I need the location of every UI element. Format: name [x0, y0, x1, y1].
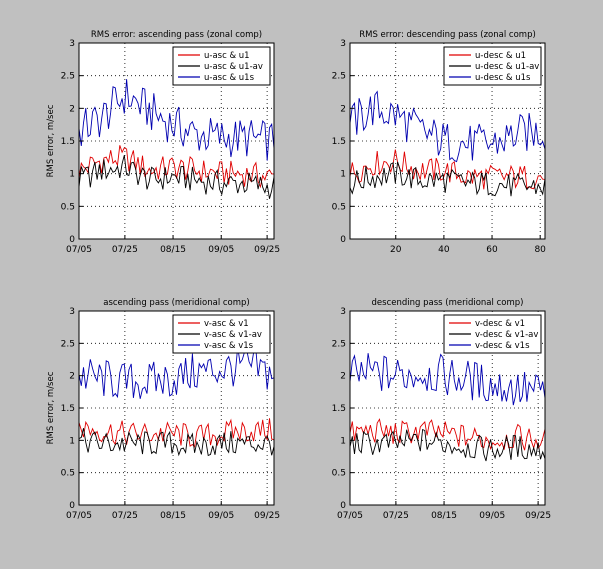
x-tick-label: 08/15 — [160, 245, 186, 255]
y-tick-label: 0.5 — [332, 469, 346, 479]
y-tick-label: 1 — [69, 170, 75, 180]
y-tick-label: 2.5 — [332, 339, 346, 349]
y-axis-label: RMS error, m/sec — [46, 371, 56, 444]
x-tick-label: 80 — [534, 245, 546, 255]
x-tick-label: 07/25 — [112, 511, 138, 521]
y-tick-label: 1.5 — [61, 404, 75, 414]
y-tick-label: 0 — [340, 501, 346, 511]
chart-title: RMS error: descending pass (zonal comp) — [359, 30, 536, 40]
y-tick-label: 2 — [340, 104, 346, 114]
x-tick-label: 08/15 — [431, 511, 457, 521]
series-line-3 — [78, 79, 275, 161]
y-tick-label: 2.5 — [332, 72, 346, 82]
series-line-2 — [78, 155, 275, 199]
legend-label: v-asc & v1 — [204, 319, 249, 329]
x-tick-label: 40 — [438, 245, 450, 255]
chart-2: 20 40 60 80 0 0.5 1 1.5 2 2.5 3 RMS error: descendi… — [332, 30, 547, 255]
x-tick-label: 07/05 — [66, 511, 92, 521]
chart-title: RMS error: ascending pass (zonal comp) — [91, 30, 262, 40]
x-tick-label: 09/25 — [254, 511, 280, 521]
y-tick-label: 1 — [340, 170, 346, 180]
x-tick-label: 20 — [390, 245, 402, 255]
y-tick-label: 1.5 — [332, 404, 346, 414]
series-line-2 — [78, 428, 275, 457]
y-tick-label: 2.5 — [61, 72, 75, 82]
y-tick-label: 0.5 — [332, 202, 346, 212]
x-tick-label: 60 — [486, 245, 498, 255]
chart-1: 07/05 07/25 08/15 09/05 09/25 0 0.5 1 1.5 2 2.5 3 RM… — [46, 30, 280, 255]
x-tick-label: 09/05 — [208, 245, 234, 255]
y-tick-label: 3 — [69, 307, 75, 317]
y-tick-label: 2 — [69, 372, 75, 382]
legend: u-asc & u1u-asc & u1-avu-asc & u1s — [172, 46, 271, 86]
series-line-1 — [78, 418, 275, 448]
series-line-1 — [78, 145, 275, 189]
y-tick-label: 3 — [340, 307, 346, 317]
series-line-2 — [349, 161, 546, 197]
y-tick-label: 1.5 — [332, 137, 346, 147]
x-tick-label: 07/25 — [112, 245, 138, 255]
x-tick-label: 07/05 — [337, 511, 363, 521]
chart-4: 07/05 07/25 08/15 09/05 09/25 0 0.5 1 1.5 2 2.5 3 de… — [332, 298, 551, 521]
y-tick-label: 0 — [340, 235, 346, 245]
y-tick-label: 3 — [340, 39, 346, 49]
series-line-2 — [349, 428, 546, 462]
chart-3: 07/05 07/25 08/15 09/05 09/25 0 0.5 1 1.5 2 2.5 3 as… — [46, 298, 280, 521]
series-line-3 — [78, 346, 275, 399]
series-line-1 — [349, 149, 546, 190]
legend-label: u-asc & u1-av — [204, 62, 263, 72]
y-tick-label: 0 — [69, 235, 75, 245]
chart-title: ascending pass (meridional comp) — [103, 298, 250, 308]
legend-label: u-desc & u1 — [475, 51, 526, 61]
x-tick-label: 09/05 — [479, 511, 505, 521]
legend: v-desc & v1v-desc & v1-avv-desc & v1s — [443, 314, 542, 354]
chart-title: descending pass (meridional comp) — [372, 298, 524, 308]
x-tick-label: 07/05 — [66, 245, 92, 255]
series-line-3 — [349, 90, 546, 163]
legend: u-desc & u1u-desc & u1-avu-desc & u1s — [443, 46, 542, 86]
x-tick-label: 09/25 — [525, 511, 551, 521]
y-tick-label: 2.5 — [61, 339, 75, 349]
legend-label: v-asc & v1s — [204, 341, 254, 351]
x-tick-label: 07/25 — [383, 511, 409, 521]
y-tick-label: 0.5 — [61, 202, 75, 212]
legend-label: u-desc & u1s — [475, 73, 531, 83]
y-tick-label: 1 — [340, 436, 346, 446]
y-tick-label: 0.5 — [61, 469, 75, 479]
y-tick-label: 1.5 — [61, 137, 75, 147]
x-tick-label: 09/25 — [254, 245, 280, 255]
legend-label: v-asc & v1-av — [204, 330, 262, 340]
y-tick-label: 1 — [69, 436, 75, 446]
y-tick-label: 3 — [69, 39, 75, 49]
series-line-3 — [349, 353, 546, 406]
legend: v-asc & v1v-asc & v1-avv-asc & v1s — [172, 314, 271, 354]
x-tick-label: 09/05 — [208, 511, 234, 521]
legend-label: v-desc & v1-av — [475, 330, 538, 340]
legend-box — [172, 314, 271, 354]
legend-label: u-asc & u1s — [204, 73, 255, 83]
legend-label: u-asc & u1 — [204, 51, 250, 61]
y-axis-label: RMS error, m/sec — [46, 104, 56, 177]
x-tick-label: 08/15 — [160, 511, 186, 521]
y-tick-label: 2 — [340, 372, 346, 382]
legend-label: u-desc & u1-av — [475, 62, 539, 72]
legend-label: v-desc & v1s — [475, 341, 530, 351]
legend-label: v-desc & v1 — [475, 319, 525, 329]
y-tick-label: 0 — [69, 501, 75, 511]
y-tick-label: 2 — [69, 104, 75, 114]
